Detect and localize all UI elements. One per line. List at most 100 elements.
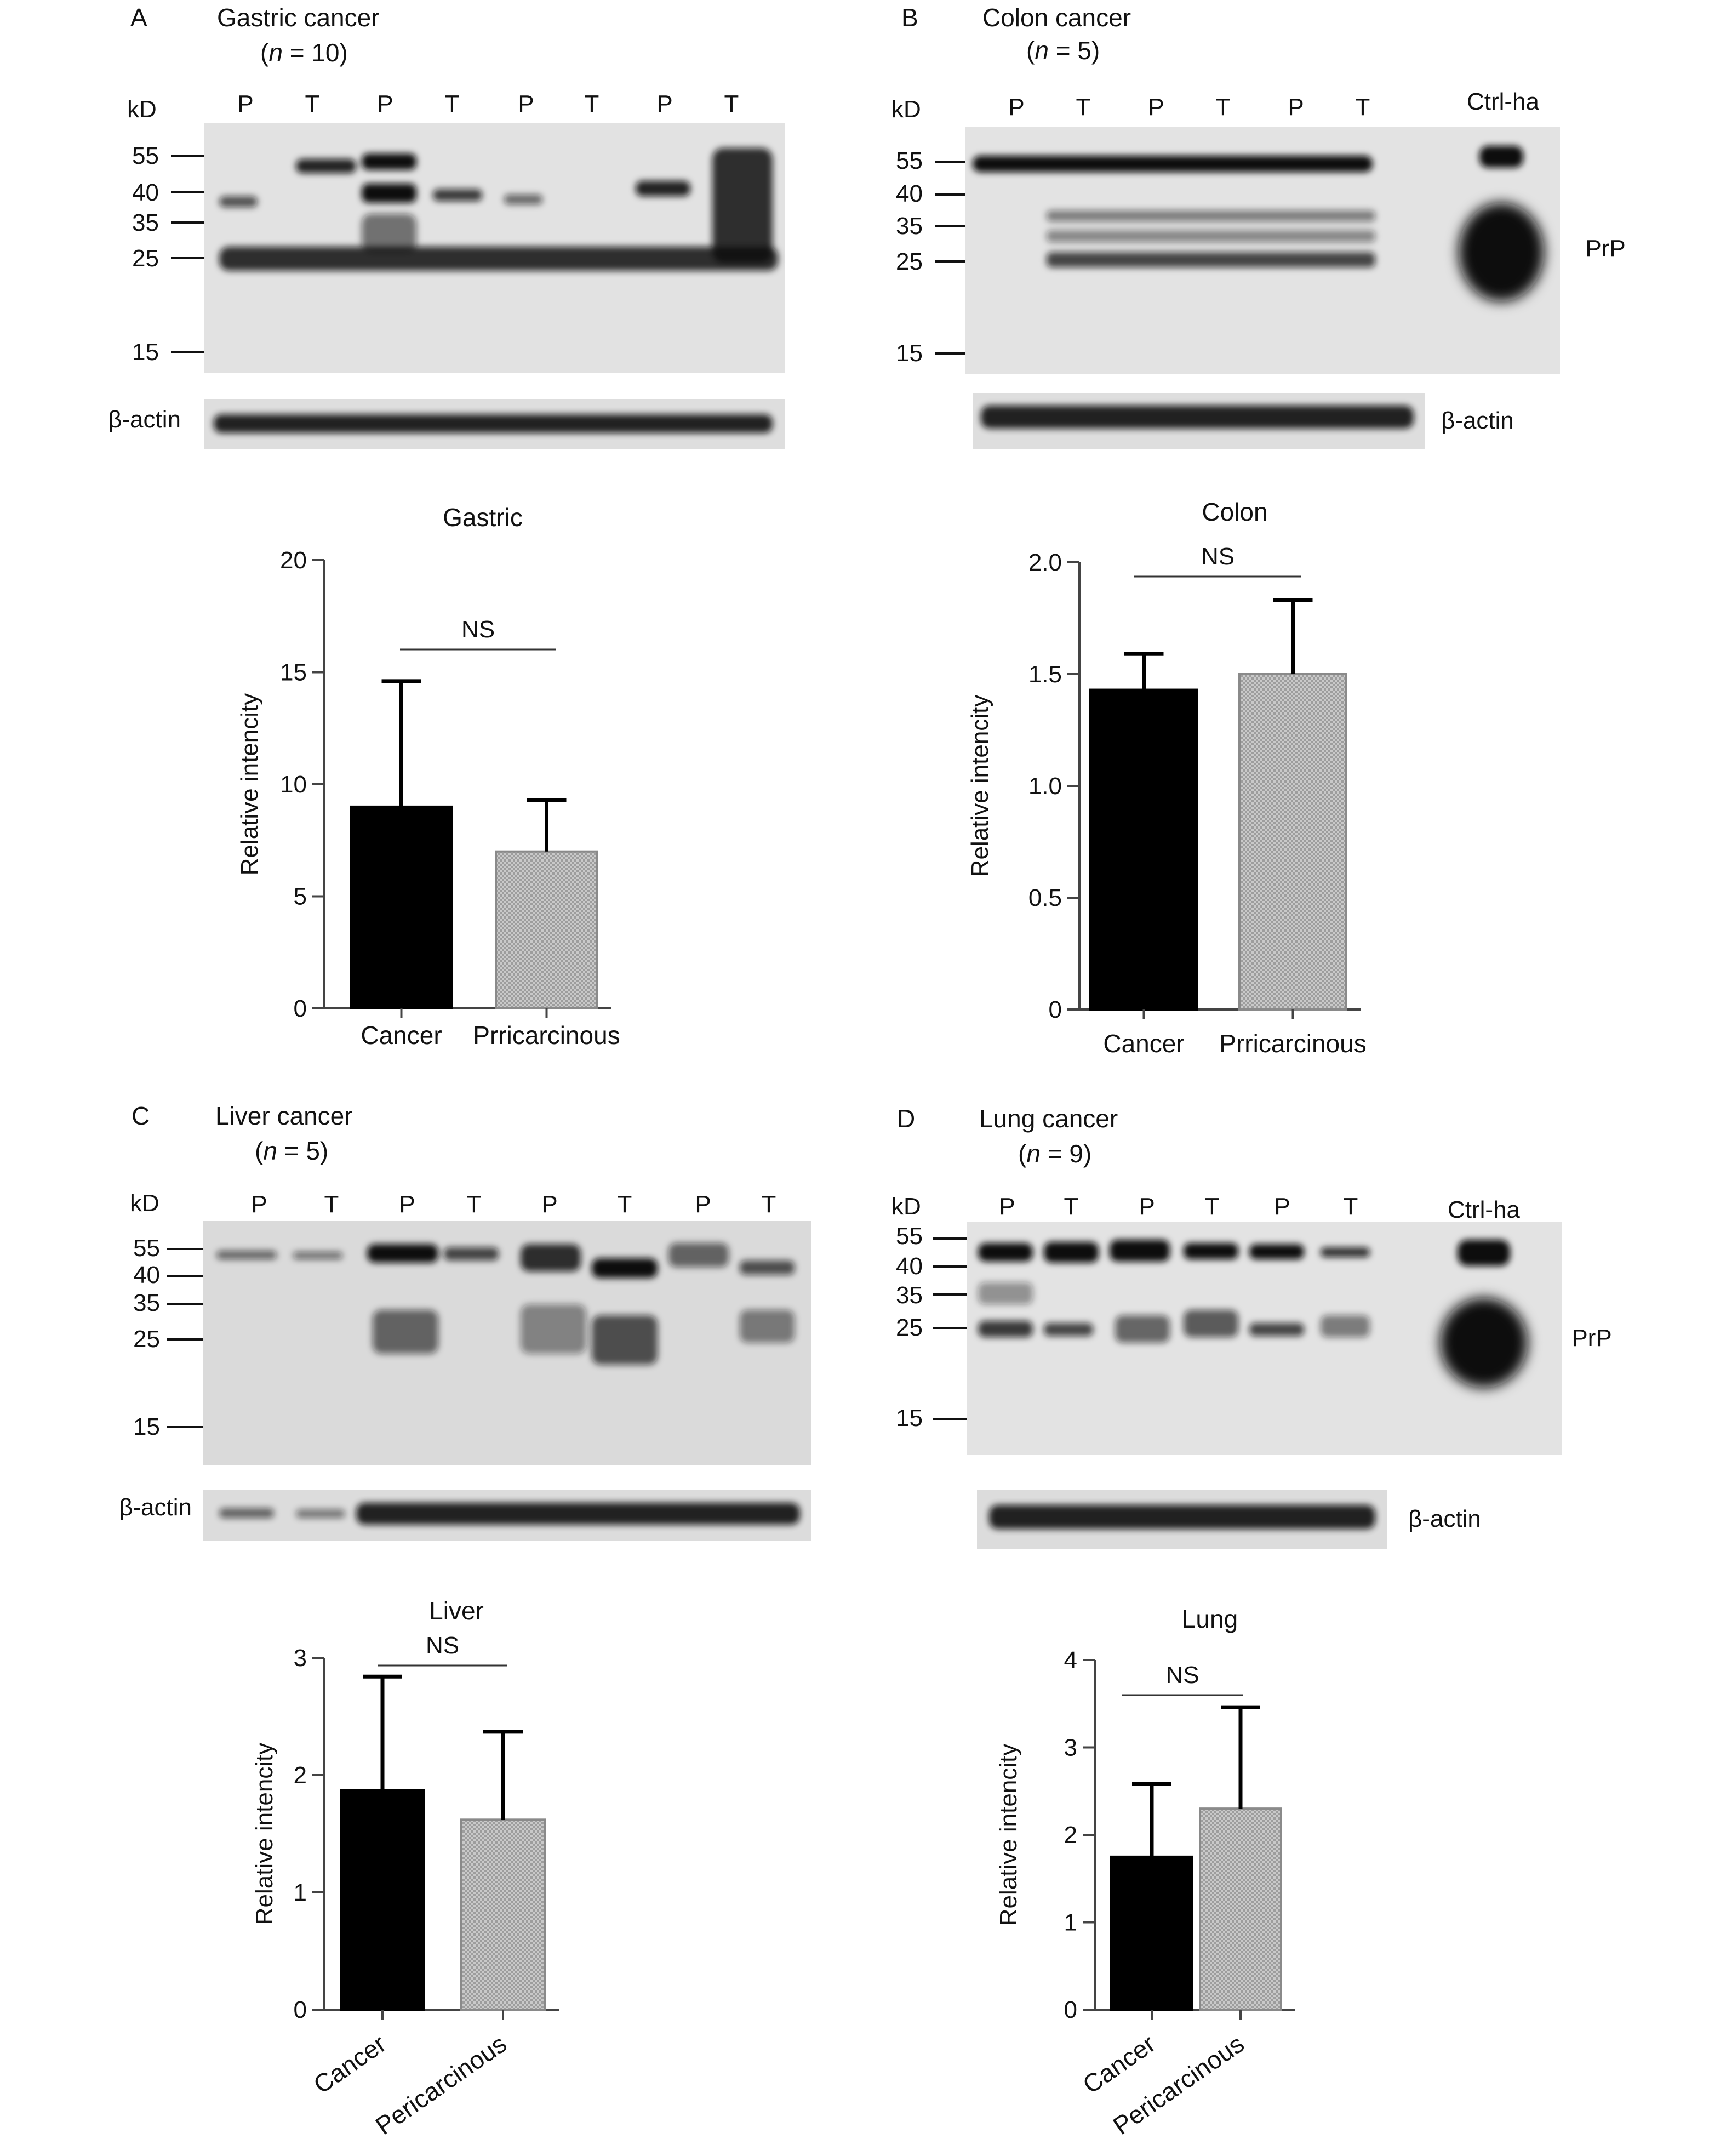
panel-c-letter: C <box>132 1102 150 1130</box>
chart-title: Lung <box>1182 1605 1238 1633</box>
chart-title: Gastric <box>443 503 523 532</box>
panel-d-blot-image <box>967 1222 1562 1455</box>
y-tick-label: 3 <box>294 1645 307 1672</box>
y-tick-label: 2 <box>1064 1822 1077 1849</box>
panel-d-n: (n = 9) <box>1018 1139 1091 1168</box>
marker-label: 55 <box>896 1223 923 1250</box>
lane-label: P <box>399 1191 415 1218</box>
bar <box>495 850 598 1009</box>
lane-label: P <box>999 1193 1015 1220</box>
panel-a-marker-labels: 55 40 35 25 15 <box>132 142 204 366</box>
panel-b-title: Colon cancer <box>982 3 1131 32</box>
panel-b-blot-image <box>965 127 1560 374</box>
lane-label: P <box>541 1191 557 1218</box>
panel-c-marker-labels: 55 40 35 25 15 <box>133 1235 203 1440</box>
lane-label: T <box>585 90 599 117</box>
ns-label: NS <box>1201 543 1235 570</box>
marker-label: 25 <box>896 1314 923 1341</box>
category-label: Cancer <box>1103 1029 1184 1058</box>
panel-b-letter: B <box>901 3 918 32</box>
y-tick-label: 1.0 <box>1028 773 1062 800</box>
y-axis-label: Relative intencity <box>236 693 263 876</box>
lane-label: P <box>518 90 534 117</box>
lane-label: T <box>324 1191 339 1218</box>
lane-label: T <box>724 90 739 117</box>
lane-label: T <box>1064 1193 1079 1220</box>
marker-label: 15 <box>896 340 923 367</box>
panel-d-prp-label: PrP <box>1571 1325 1611 1351</box>
marker-label: 35 <box>896 213 923 239</box>
lane-label: P <box>377 90 393 117</box>
panel-b: B Colon cancer (n = 5) kD P T P T P T Ct… <box>891 3 1626 449</box>
lane-label: P <box>695 1191 711 1218</box>
y-tick-label: 15 <box>280 659 307 686</box>
bar <box>1110 1855 1193 2011</box>
panel-a-kd-label: kD <box>127 96 157 123</box>
y-axis-label: Relative intencity <box>251 1743 278 1925</box>
marker-label: 40 <box>896 180 923 207</box>
bar <box>1238 673 1347 1011</box>
lane-label: P <box>251 1191 267 1218</box>
chart-title: Colon <box>1202 498 1267 526</box>
y-tick-label: 10 <box>280 771 307 798</box>
bar <box>350 805 453 1010</box>
marker-label: 35 <box>132 209 159 236</box>
marker-label: 15 <box>132 339 159 366</box>
panel-c-actin-label: β-actin <box>119 1494 192 1521</box>
y-tick-label: 2 <box>294 1762 307 1789</box>
marker-label: 15 <box>896 1405 923 1431</box>
lane-label: P <box>1274 1193 1290 1220</box>
panel-b-ctrl-lane <box>1459 146 1544 301</box>
y-tick-label: 4 <box>1064 1647 1077 1674</box>
ns-label: NS <box>1165 1662 1199 1689</box>
y-tick-label: 1 <box>294 1879 307 1906</box>
panel-d-ctrl-label: Ctrl-ha <box>1448 1196 1521 1223</box>
lane-label: T <box>1356 94 1370 121</box>
panel-c-lane-labels: P T P T P T P T <box>251 1191 776 1218</box>
panel-b-marker-labels: 55 40 35 25 15 <box>896 147 965 367</box>
panel-a-n: (n = 10) <box>260 38 348 67</box>
lane-label: T <box>1344 1193 1358 1220</box>
panel-b-n: (n = 5) <box>1026 36 1100 65</box>
category-label: Prricarcinous <box>1219 1029 1366 1058</box>
panel-b-actin-blot <box>973 393 1425 449</box>
category-label: Cancer <box>361 1021 442 1050</box>
lane-label: T <box>1205 1193 1220 1220</box>
lane-label: T <box>1216 94 1231 121</box>
ns-label: NS <box>426 1632 459 1659</box>
panel-d-lane-labels: P T P T P T <box>999 1193 1358 1220</box>
marker-label: 25 <box>133 1326 160 1353</box>
category-label: Prricarcinous <box>473 1021 620 1050</box>
marker-label: 55 <box>896 147 923 174</box>
marker-label: 35 <box>133 1290 160 1316</box>
panel-b-lane-labels: P T P T P T <box>1008 94 1370 121</box>
panel-b-kd-label: kD <box>891 96 921 123</box>
panel-d-actin-blot <box>977 1490 1387 1549</box>
panel-a-lane-labels: P T P T P T P T <box>237 90 739 117</box>
y-tick-label: 2.0 <box>1028 549 1062 576</box>
lane-label: P <box>656 90 672 117</box>
marker-label: 25 <box>132 245 159 272</box>
panel-d-marker-labels: 55 40 35 25 15 <box>896 1223 967 1431</box>
category-label: Pericarcinous <box>370 2029 512 2140</box>
panel-b-ctrl-label: Ctrl-ha <box>1467 88 1540 115</box>
panel-d-title: Lung cancer <box>979 1104 1118 1133</box>
chart-liver: Liver 0 1 2 3 Relative intencity CancerPericar… <box>251 1596 559 2140</box>
y-tick-label: 1 <box>1064 1909 1077 1936</box>
ns-label: NS <box>461 616 495 643</box>
y-axis-label: Relative intencity <box>967 695 993 877</box>
y-tick-label: 5 <box>294 883 307 910</box>
panel-a-actin-blot <box>204 399 785 449</box>
y-tick-label: 0 <box>294 1997 307 2023</box>
lane-label: T <box>305 90 320 117</box>
y-tick-label: 1.5 <box>1028 661 1062 688</box>
lane-label: T <box>1076 94 1091 121</box>
lane-label: T <box>618 1191 632 1218</box>
y-tick-label: 3 <box>1064 1735 1077 1761</box>
panel-d-ctrl-lane <box>1440 1240 1528 1388</box>
panel-c-blot-image <box>203 1221 811 1465</box>
panel-a-actin-label: β-actin <box>108 406 181 433</box>
lane-label: P <box>1008 94 1024 121</box>
bar <box>1089 688 1198 1011</box>
y-tick-label: 0.5 <box>1028 885 1062 911</box>
